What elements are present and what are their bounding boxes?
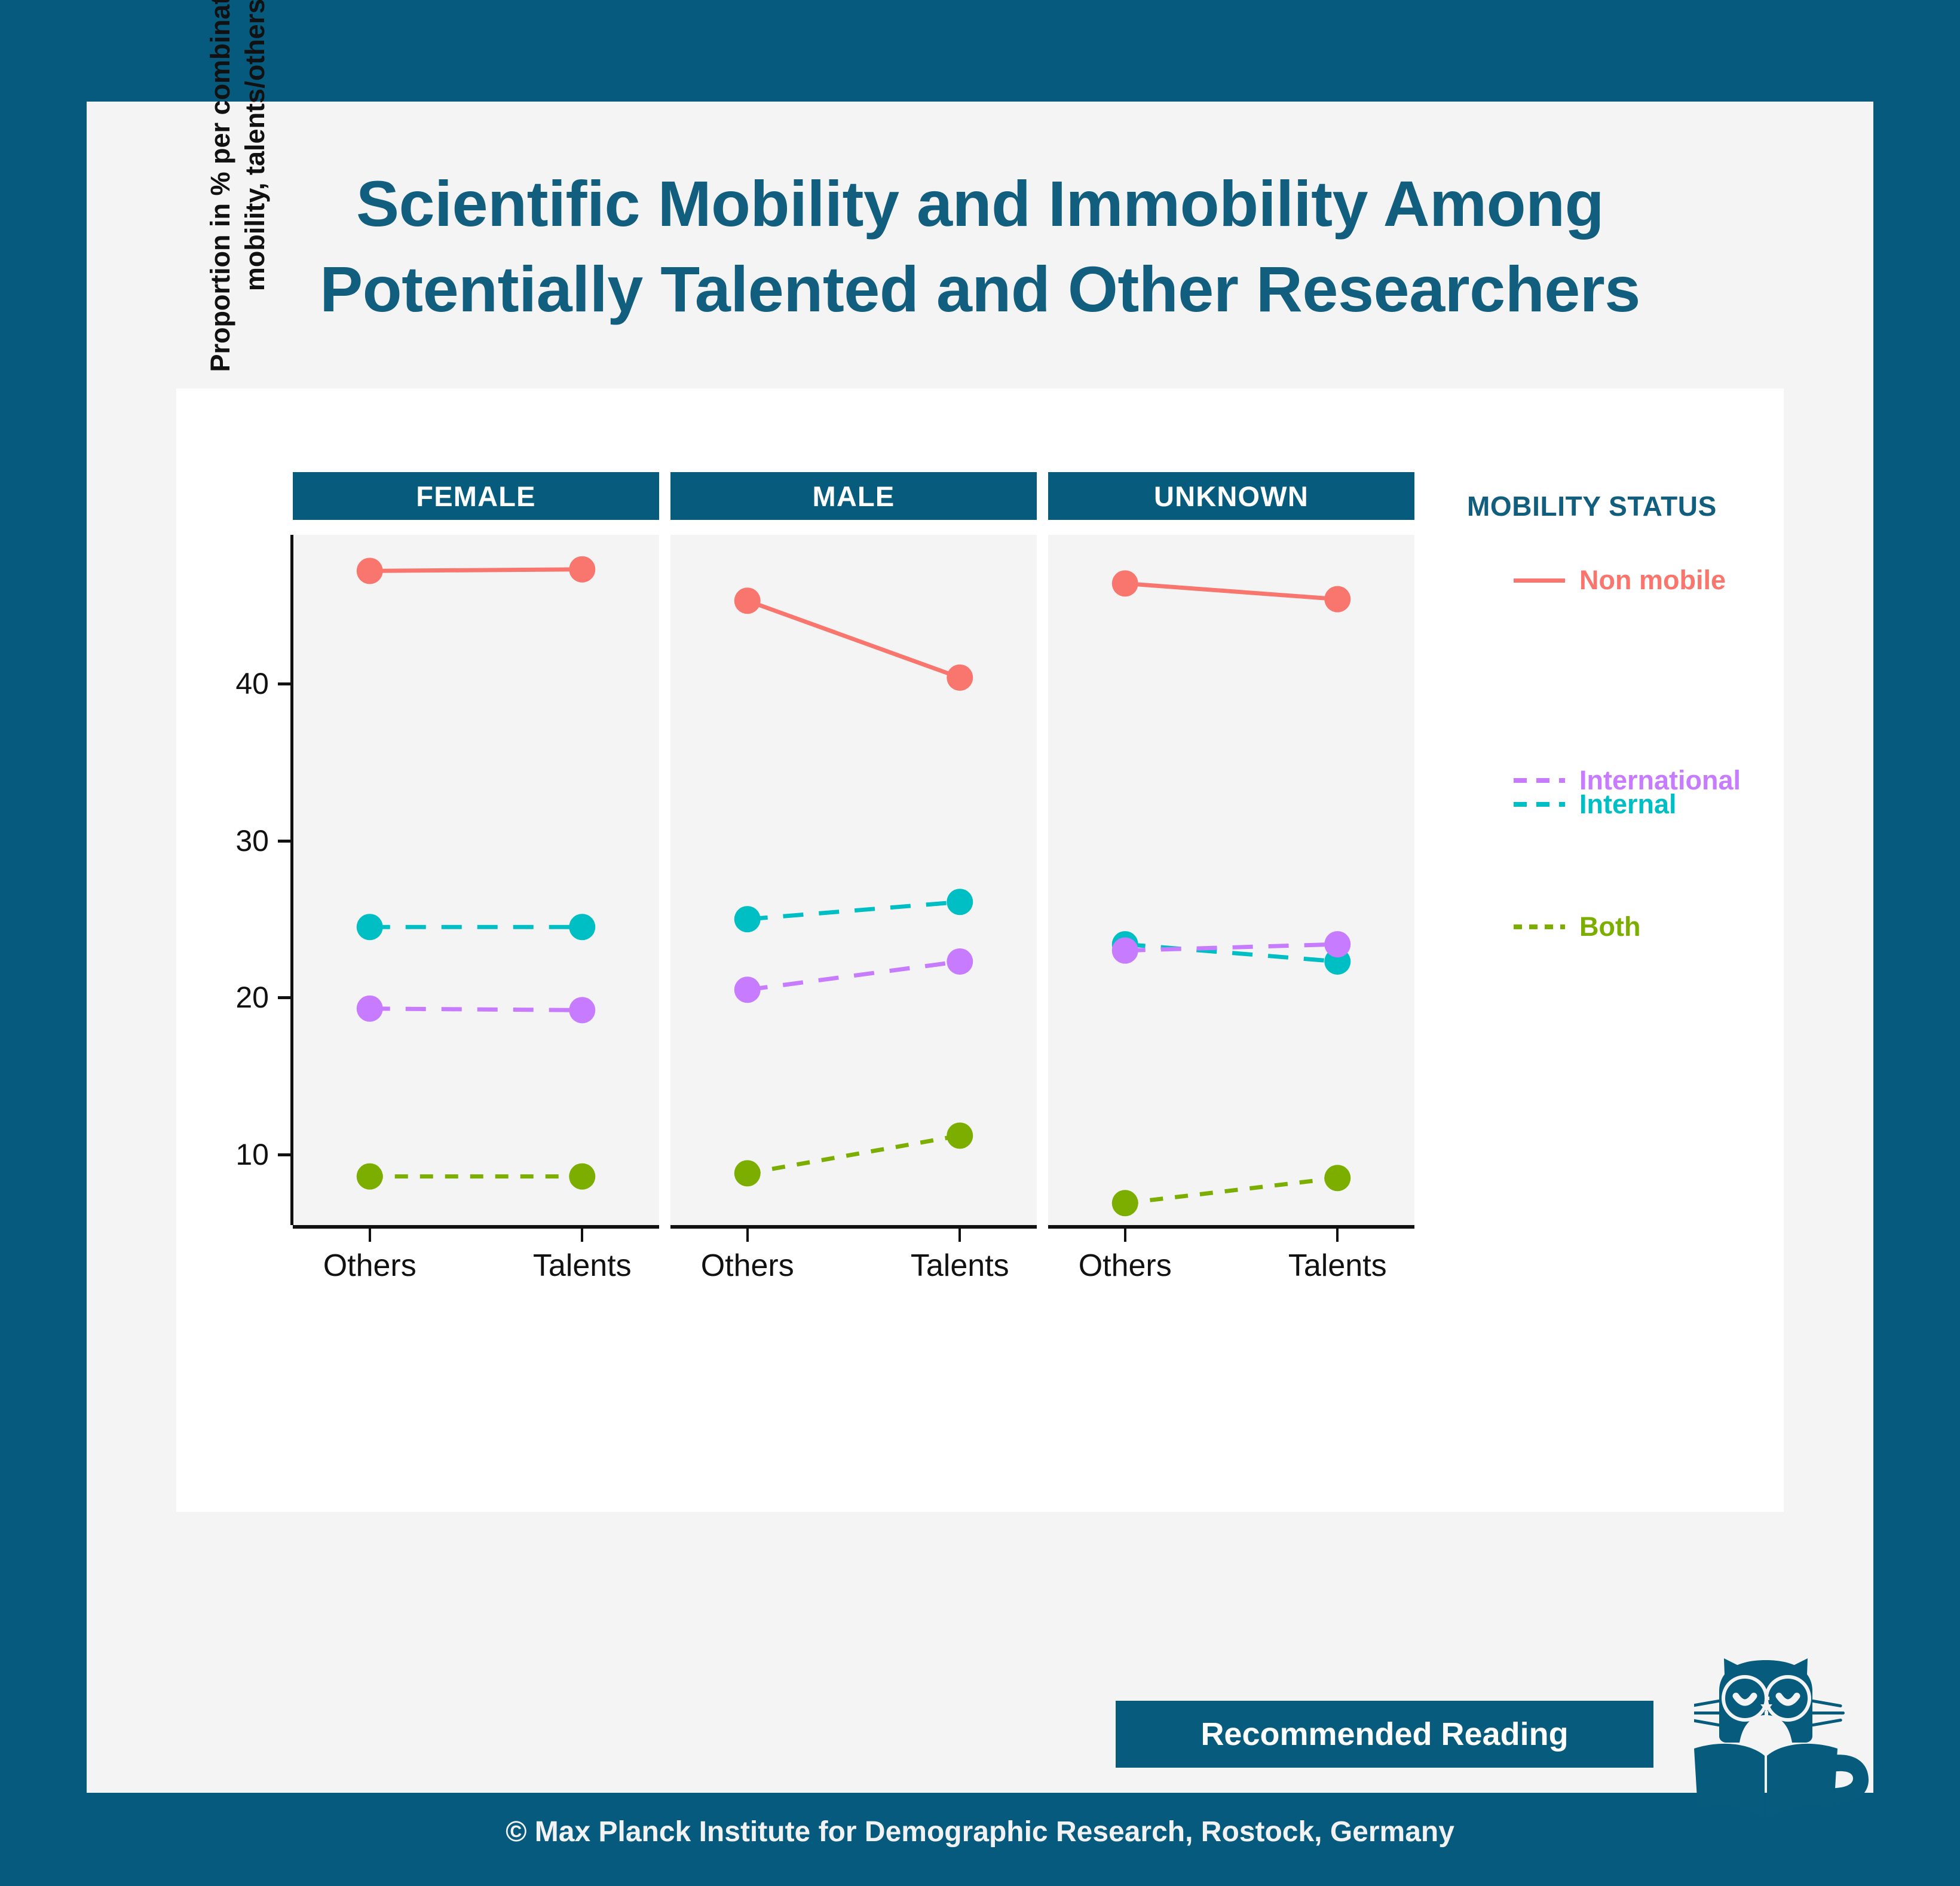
data-point (947, 889, 973, 916)
data-point (734, 1160, 761, 1187)
facet-panel-unknown (1048, 535, 1414, 1225)
legend-label: Both (1579, 911, 1641, 942)
legend-key-icon (1514, 778, 1565, 783)
legend-label: Non mobile (1579, 565, 1726, 595)
data-point (1111, 937, 1138, 964)
legend-label: International (1579, 765, 1741, 795)
data-point (1324, 1165, 1351, 1192)
y-tick-label: 10 (235, 1137, 269, 1171)
x-tick-label: Talents (1288, 1248, 1387, 1283)
facet-strip-unknown: UNKNOWN (1048, 472, 1414, 520)
page-title: Scientific Mobility and Immobility Among… (87, 161, 1873, 332)
legend-key-icon (1514, 924, 1565, 929)
data-point (947, 1122, 973, 1149)
x-tick-mark (958, 1229, 961, 1242)
x-tick-mark (368, 1229, 371, 1242)
legend-label: Internal (1579, 789, 1677, 819)
cat-reading-book-icon (1694, 1631, 1879, 1823)
x-axis-line-female (293, 1225, 659, 1229)
x-tick-label: Talents (910, 1248, 1009, 1283)
data-point (356, 558, 383, 584)
data-point (356, 995, 383, 1022)
y-tick-mark (278, 996, 291, 1000)
data-point (734, 976, 761, 1003)
data-point (569, 997, 596, 1024)
x-tick-label: Talents (532, 1248, 632, 1283)
facet-panel-male (670, 535, 1037, 1225)
data-point (569, 1163, 596, 1190)
series-line-international (1125, 942, 1338, 953)
data-point (1324, 931, 1351, 958)
y-tick-mark (278, 1153, 291, 1156)
data-point (569, 914, 596, 941)
data-point (734, 906, 761, 933)
recommended-reading-label: Recommended Reading (1200, 1716, 1569, 1752)
data-point (947, 948, 973, 975)
legend-item-non-mobile[interactable]: Non mobile (1514, 565, 1726, 596)
x-tick-label: Others (1078, 1248, 1172, 1283)
title-line-1: Scientific Mobility and Immobility Among (356, 167, 1604, 240)
y-tick-mark (278, 682, 291, 686)
x-tick-mark (1123, 1229, 1126, 1242)
x-tick-mark (746, 1229, 749, 1242)
x-tick-mark (1336, 1229, 1339, 1242)
y-tick-label: 20 (235, 981, 269, 1015)
facet-strip-label: UNKNOWN (1153, 480, 1309, 512)
facet-strip-label: FEMALE (416, 480, 536, 512)
y-tick-label: 40 (235, 667, 269, 701)
title-line-2: Potentially Talented and Other Researche… (320, 252, 1640, 325)
y-tick-mark (278, 839, 291, 843)
series-line-non-mobile (1125, 581, 1338, 602)
x-axis-line-unknown (1048, 1225, 1414, 1229)
facet-strip-male: MALE (670, 472, 1037, 520)
series-line-both (1125, 1175, 1338, 1205)
recommended-reading-button[interactable]: Recommended Reading (1116, 1701, 1653, 1768)
data-point (356, 1163, 383, 1190)
chart-legend: MOBILITY STATUS Non mobile International I… (1467, 472, 1826, 1225)
y-axis-line (290, 535, 293, 1225)
data-point (1111, 1190, 1138, 1217)
data-point (1324, 586, 1351, 613)
y-tick-label: 30 (235, 823, 269, 858)
x-axis-line-male (670, 1225, 1037, 1229)
data-point (356, 914, 383, 941)
legend-title: MOBILITY STATUS (1467, 491, 1717, 522)
poster-card: Scientific Mobility and Immobility Among… (87, 0, 1873, 1820)
legend-key-icon (1514, 578, 1565, 583)
data-point (1111, 570, 1138, 597)
series-line-international (369, 1006, 583, 1012)
x-tick-mark (581, 1229, 584, 1242)
facet-strip-label: MALE (812, 480, 895, 512)
data-point (734, 587, 761, 614)
x-tick-label: Others (700, 1248, 794, 1283)
series-line-both (747, 1133, 960, 1175)
legend-key-icon (1514, 802, 1565, 807)
series-line-non-mobile (746, 598, 961, 680)
data-point (569, 556, 596, 583)
copyright-text: © Max Planck Institute for Demographic R… (506, 1816, 1454, 1848)
legend-item-internal[interactable]: Internal (1514, 789, 1677, 820)
series-line-internal (747, 899, 960, 921)
legend-item-both[interactable]: Both (1514, 911, 1640, 942)
series-line-international (747, 959, 960, 992)
data-point (947, 664, 973, 691)
facet-panel-female (293, 535, 659, 1225)
x-tick-label: Others (323, 1248, 416, 1283)
facet-strip-female: FEMALE (293, 472, 659, 520)
series-line-non-mobile (369, 567, 583, 573)
legend-item-international[interactable]: International (1514, 765, 1741, 796)
